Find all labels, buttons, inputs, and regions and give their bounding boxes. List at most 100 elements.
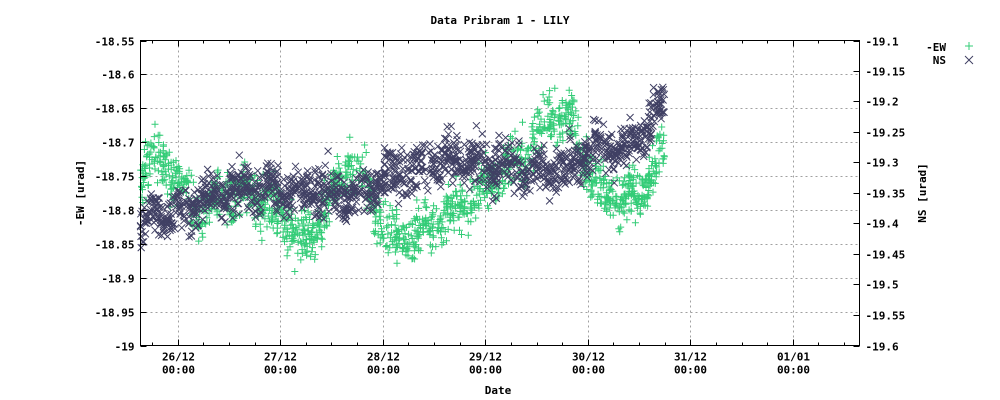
ns-point — [454, 168, 463, 176]
ns-point — [395, 154, 403, 163]
ns-point — [604, 154, 612, 163]
ew-point — [588, 192, 596, 200]
ns-point — [272, 205, 281, 214]
ew-point — [399, 244, 406, 251]
ns-point — [483, 184, 492, 193]
ew-point — [161, 167, 169, 175]
legend-label-ns: NS — [933, 54, 946, 67]
ns-point — [623, 144, 632, 153]
ns-point — [383, 149, 392, 158]
ns-point — [329, 194, 337, 203]
ew-point — [622, 200, 630, 208]
ns-point — [372, 169, 380, 178]
ew-point — [626, 177, 634, 184]
ew-point — [540, 97, 548, 105]
ew-point — [290, 236, 298, 244]
ew-point — [152, 154, 160, 162]
ns-point — [237, 188, 246, 197]
ew-point — [454, 200, 462, 208]
ns-point — [472, 121, 481, 130]
ew-point — [624, 171, 632, 179]
ns-point — [468, 139, 476, 148]
ew-point — [613, 193, 621, 201]
ns-point — [566, 163, 574, 172]
ns-point — [465, 148, 473, 156]
ew-point — [565, 100, 573, 108]
ns-point — [614, 159, 623, 167]
ns-point — [575, 157, 583, 166]
ew-point — [645, 187, 653, 194]
ew-point — [603, 207, 610, 215]
ns-point — [359, 166, 368, 174]
ns-point — [244, 173, 253, 182]
ns-point — [297, 190, 306, 198]
ns-point — [256, 210, 264, 219]
ns-point — [340, 190, 349, 199]
ns-point — [352, 174, 361, 183]
ew-point — [419, 225, 427, 233]
y-axis-label: -EW [urad] — [74, 160, 87, 226]
ew-point — [195, 237, 203, 245]
ew-point — [570, 112, 578, 119]
ns-point — [259, 181, 268, 190]
x-tick-label-time: 00:00 — [469, 364, 502, 377]
ns-point — [185, 232, 193, 241]
ns-point — [381, 188, 389, 197]
x-tick-label-date: 28/12 — [367, 351, 400, 364]
ew-point — [313, 234, 321, 242]
ew-point — [443, 237, 450, 245]
ew-point — [529, 130, 537, 138]
ew-point — [408, 235, 416, 242]
ns-point — [279, 175, 288, 184]
ns-point — [637, 146, 645, 155]
ns-point — [234, 189, 243, 198]
ns-point — [583, 173, 591, 181]
ns-point — [572, 158, 581, 167]
ew-point — [439, 238, 447, 246]
ew-point — [413, 233, 421, 241]
ew-point — [638, 178, 646, 186]
ew-point — [388, 229, 396, 237]
y2-tick-label: -19.15 — [866, 66, 906, 79]
ew-point — [380, 234, 388, 242]
ns-point — [429, 159, 437, 168]
ns-point — [429, 169, 438, 177]
ew-point — [385, 212, 393, 220]
ns-point — [163, 202, 172, 211]
y-tick-label: -18.9 — [101, 273, 134, 286]
ew-point — [425, 220, 433, 228]
ns-point — [551, 175, 560, 184]
ns-point — [294, 168, 303, 177]
ns-point — [566, 135, 575, 144]
ew-point — [595, 167, 603, 175]
ew-point — [581, 176, 589, 184]
ew-point — [189, 178, 197, 186]
ns-point — [424, 148, 433, 157]
ns-point — [314, 208, 322, 217]
ew-point — [562, 98, 570, 106]
ns-point — [596, 133, 605, 141]
ew-point — [529, 120, 537, 127]
ns-point — [243, 202, 252, 211]
ew-point — [473, 191, 481, 199]
ns-point — [616, 125, 625, 134]
ew-point — [534, 126, 542, 134]
ns-point — [582, 161, 590, 169]
ew-point — [455, 201, 463, 209]
ns-point — [465, 185, 474, 194]
ns-point — [394, 199, 403, 208]
ns-point — [335, 212, 343, 221]
ew-point — [437, 225, 445, 233]
ns-point — [317, 192, 326, 200]
ns-point — [533, 174, 541, 183]
ew-point — [357, 160, 365, 168]
ew-point — [392, 232, 400, 240]
ew-point — [169, 177, 177, 185]
ns-point — [478, 130, 487, 138]
ew-point — [574, 122, 582, 130]
ns-point — [644, 129, 653, 137]
ew-point — [155, 139, 163, 146]
ns-point — [199, 199, 208, 208]
ew-point — [230, 216, 238, 224]
